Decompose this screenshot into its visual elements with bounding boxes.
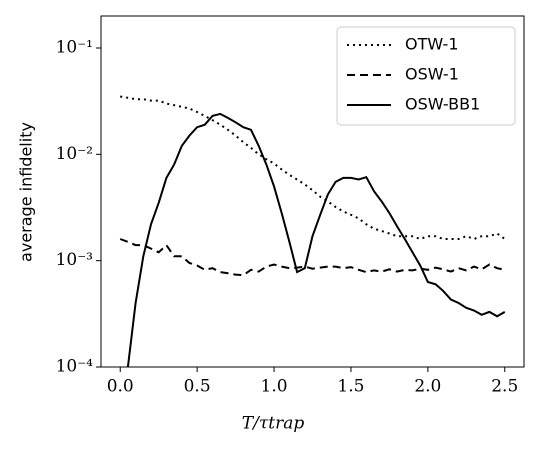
- series-line: [120, 95, 506, 241]
- series-line: [126, 112, 506, 367]
- y-tick-label: 10⁻³: [56, 250, 93, 270]
- x-tick-label: 2.5: [491, 377, 518, 397]
- x-tick-label: 0.0: [107, 377, 134, 397]
- legend-box: [336, 26, 516, 126]
- y-tick-label: 10⁻²: [56, 144, 93, 164]
- plot-frame: [100, 15, 525, 368]
- x-axis-label: T/τtrap: [242, 414, 305, 434]
- x-tick-label: 2.0: [414, 377, 441, 397]
- y-axis-label: average infidelity: [17, 122, 36, 262]
- legend-label: OSW-1: [405, 65, 459, 84]
- x-tick-label: 1.5: [337, 377, 364, 397]
- y-tick-label: 10⁻⁴: [56, 357, 94, 377]
- legend-label: OTW-1: [405, 35, 459, 54]
- x-tick-label: 0.5: [184, 377, 211, 397]
- legend-label: OSW-BB1: [405, 95, 480, 114]
- x-tick-label: 1.0: [261, 377, 288, 397]
- y-tick-label: 10⁻¹: [56, 38, 93, 58]
- series-line: [119, 238, 506, 277]
